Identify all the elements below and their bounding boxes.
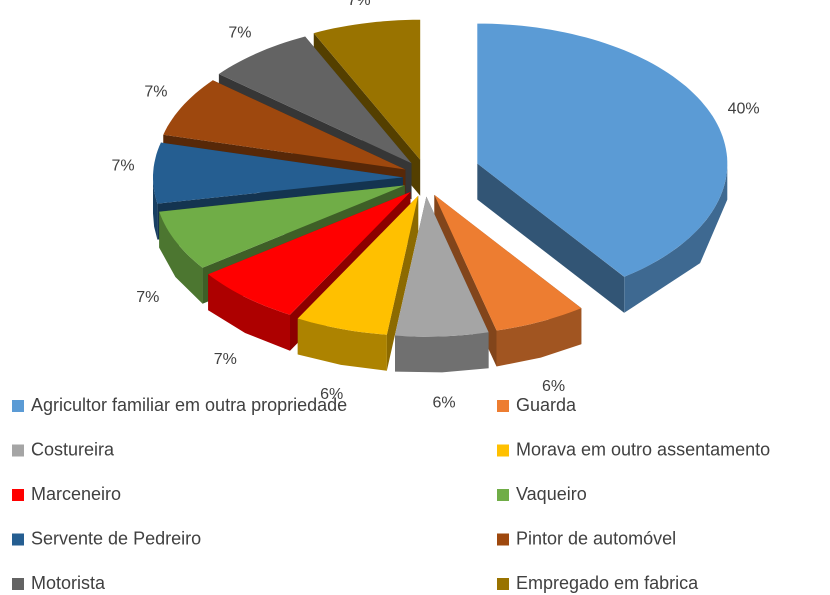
slice-top: [477, 23, 728, 277]
slice-top: [208, 192, 411, 315]
slice-top: [159, 185, 405, 268]
pie-slice: [434, 194, 582, 367]
data-label: 6%: [432, 394, 455, 411]
legend-swatch: [497, 578, 509, 590]
data-label: 6%: [542, 378, 565, 395]
data-label: 7%: [214, 351, 237, 368]
slice-top: [434, 194, 582, 331]
slice-top: [163, 80, 406, 170]
legend-swatch: [497, 533, 509, 546]
data-label: 7%: [348, 0, 371, 9]
legend-label: Motorista: [31, 573, 106, 593]
slice-wall: [153, 177, 158, 240]
slice-side: [386, 195, 419, 371]
legend-swatch: [12, 444, 24, 457]
pie-slice: [395, 196, 489, 373]
legend-swatch: [12, 489, 24, 501]
slice-wall: [208, 274, 290, 351]
legend-swatch: [12, 578, 24, 590]
pie-slice: [297, 195, 419, 371]
slice-wall: [159, 211, 203, 304]
legend-label: Servente de Pedreiro: [31, 528, 201, 548]
data-label: 40%: [728, 100, 760, 117]
slice-wall: [624, 163, 728, 313]
legend-swatch: [12, 400, 24, 412]
data-label: 7%: [228, 25, 251, 42]
legend-swatch: [497, 400, 509, 412]
legend-label: Vaqueiro: [516, 484, 587, 504]
data-label: 7%: [136, 289, 159, 306]
slice-wall: [297, 318, 387, 371]
slice-side: [477, 163, 625, 313]
data-label: 6%: [320, 386, 343, 403]
slice-top: [153, 142, 404, 204]
legend-label: Empregado em fabrica: [516, 573, 699, 593]
slice-wall: [496, 308, 582, 367]
legend-label: Marceneiro: [31, 484, 121, 504]
slice-top: [297, 195, 419, 335]
legend-label: Pintor de automóvel: [516, 528, 676, 548]
data-label: 7%: [144, 84, 167, 101]
slice-top: [313, 19, 421, 160]
slice-wall: [395, 332, 489, 373]
legend-swatch: [12, 533, 24, 546]
data-label: 7%: [112, 158, 135, 175]
legend-swatch: [497, 444, 509, 457]
pie-slice: [477, 23, 728, 313]
legend-label: Guarda: [516, 395, 577, 415]
legend-label: Agricultor familiar em outra propriedade: [31, 395, 347, 415]
legend-label: Costureira: [31, 439, 115, 459]
legend-label: Morava em outro assentamento: [516, 439, 770, 459]
legend-swatch: [497, 489, 509, 501]
slice-top: [218, 36, 412, 164]
slice-top: [395, 196, 489, 337]
